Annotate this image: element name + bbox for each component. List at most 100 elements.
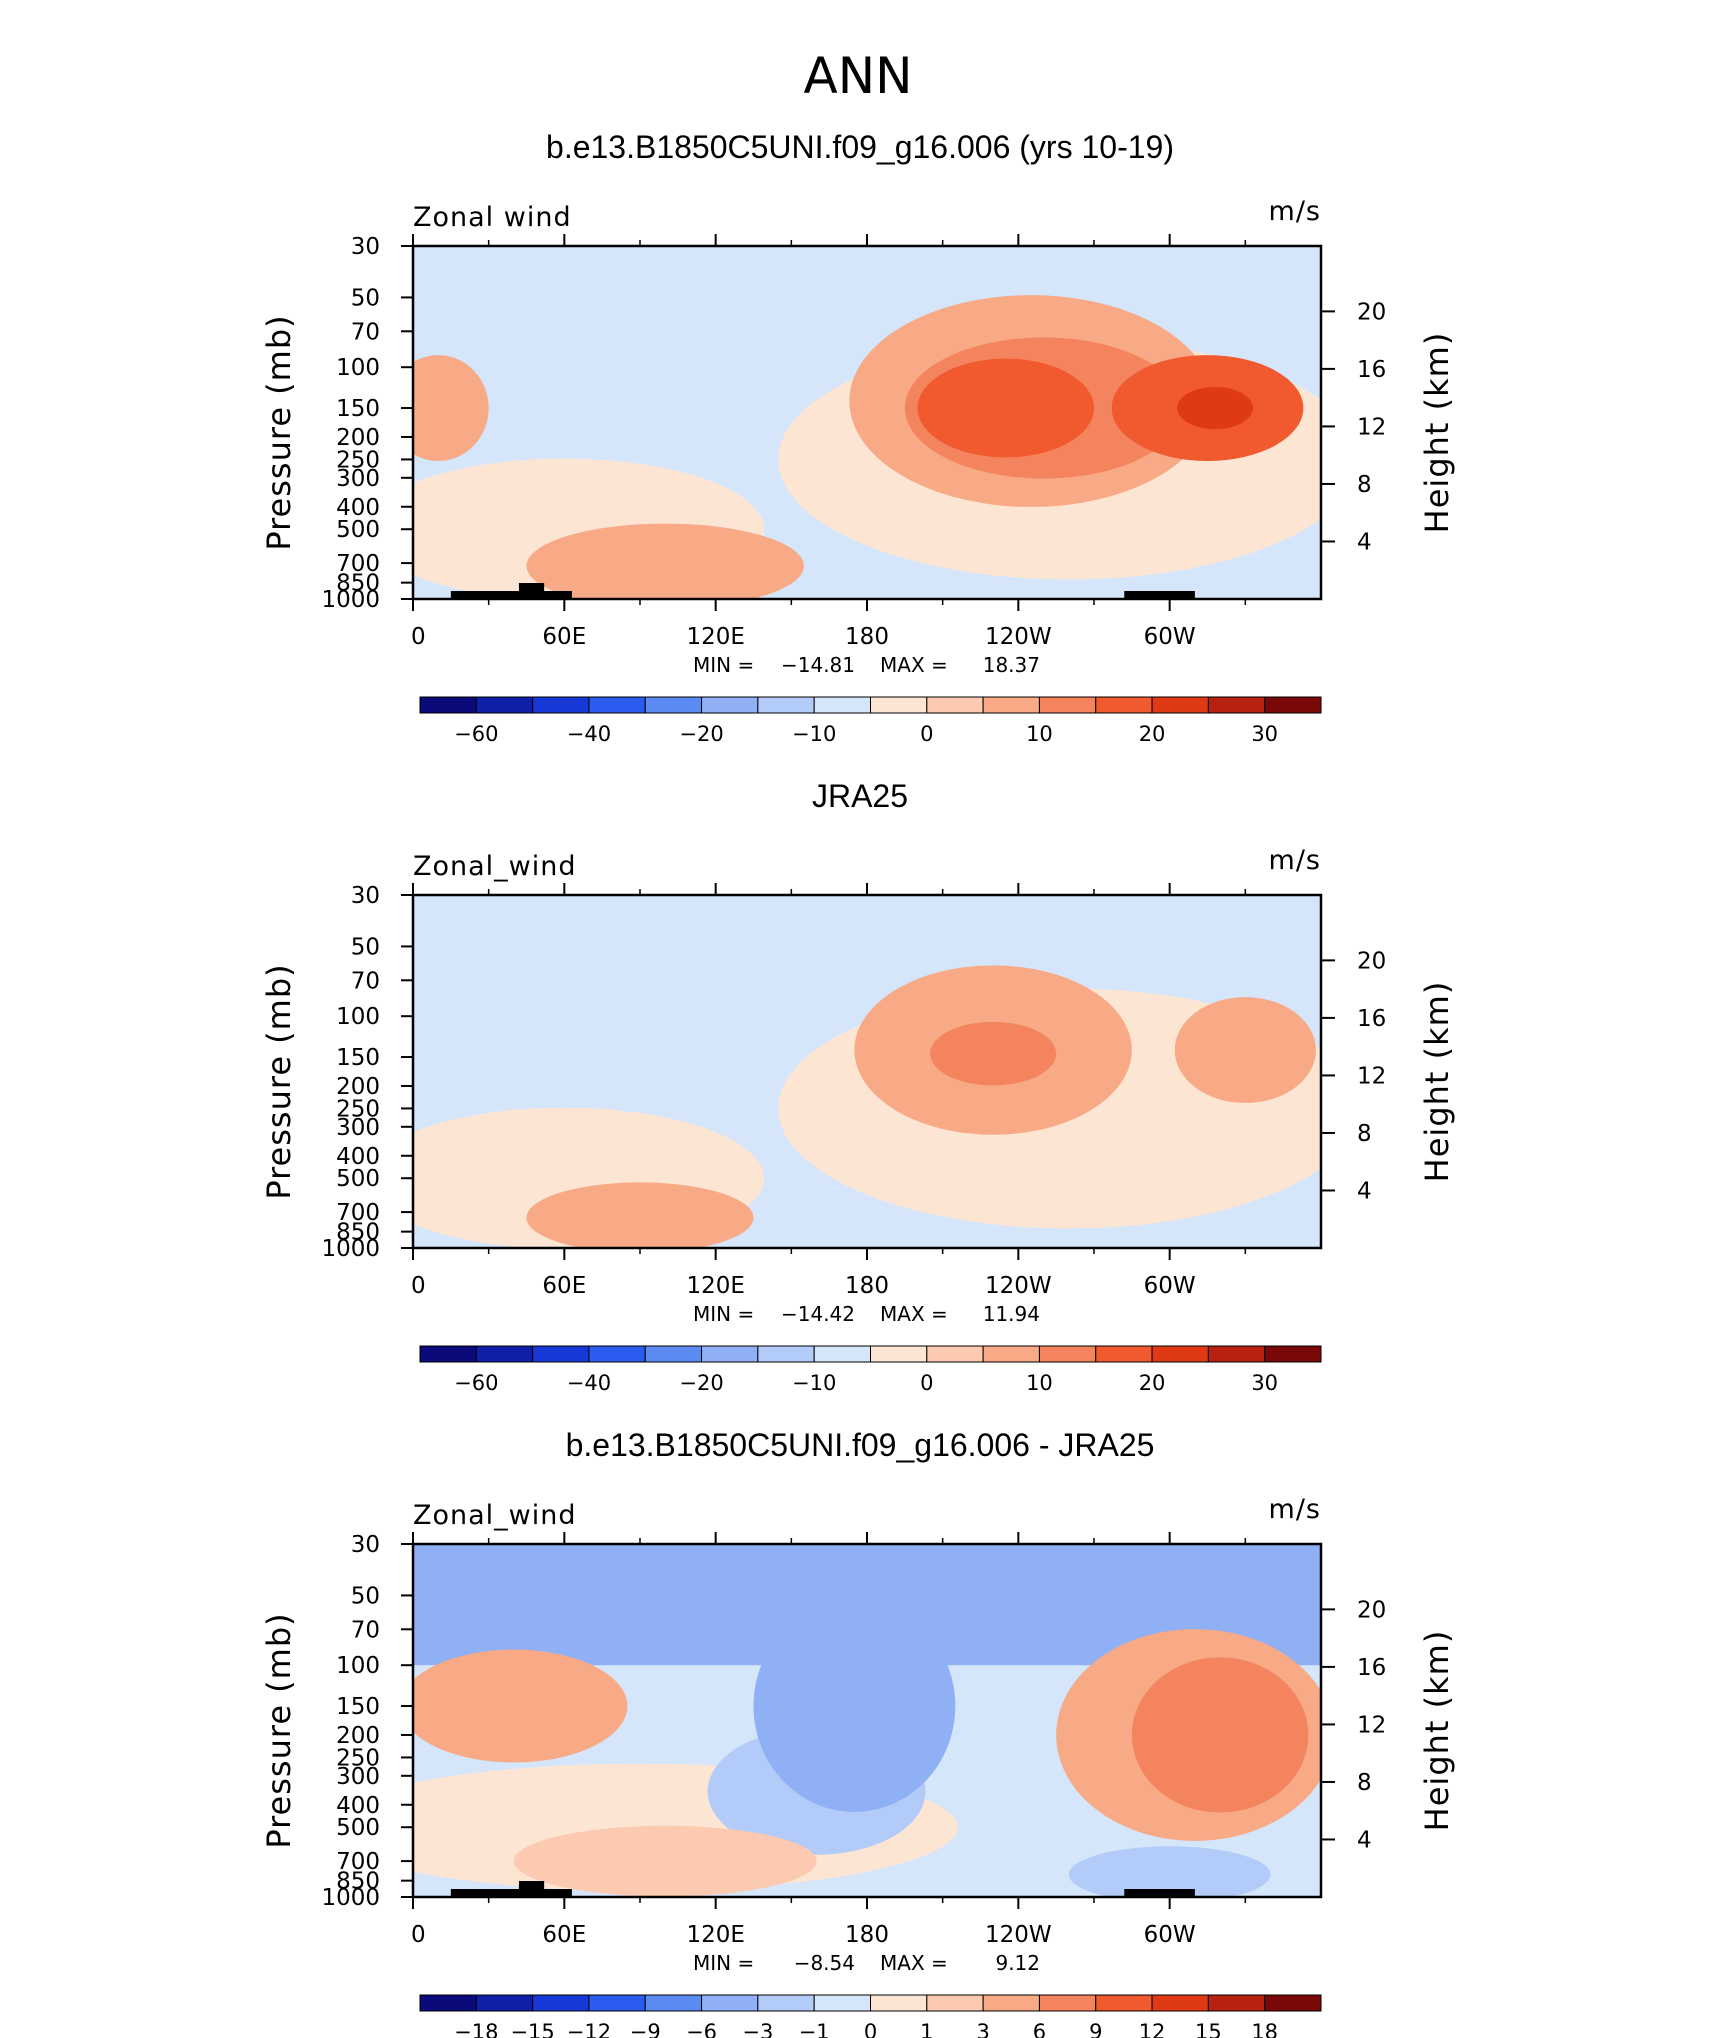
y2-axis-label: Height (km) xyxy=(1418,332,1456,534)
contour-region xyxy=(539,1014,767,1113)
y-tick-label: 150 xyxy=(336,1694,380,1720)
topography xyxy=(450,591,572,599)
y-tick-label: 400 xyxy=(336,1144,380,1170)
colorbar-box xyxy=(1264,1345,1322,1363)
panel-title: b.e13.B1850C5UNI.f09_g16.006 - JRA25 xyxy=(566,1427,1155,1463)
colorbar-box xyxy=(1264,1994,1322,2012)
max-value: 9.12 xyxy=(995,1951,1040,1975)
x-tick-label: 180 xyxy=(845,1273,889,1299)
topography xyxy=(518,583,545,599)
contour-region xyxy=(917,358,1094,458)
y-tick-label: 250 xyxy=(336,447,380,473)
y-tick-label: 30 xyxy=(351,234,380,260)
colorbar-label: 10 xyxy=(1026,722,1053,746)
max-label: MAX = xyxy=(880,653,948,677)
y-tick-label: 30 xyxy=(351,883,380,909)
contour-region xyxy=(413,355,489,461)
y-tick-label: 400 xyxy=(336,1793,380,1819)
y-tick-label: 1000 xyxy=(321,587,380,613)
y2-axis-label: Height (km) xyxy=(1418,1630,1456,1832)
colorbar: −60 −40 −20 −10 0 10 20 30 xyxy=(419,696,1322,746)
colorbar-label: −9 xyxy=(630,2020,661,2038)
x-tick-label: 120W xyxy=(985,1922,1052,1948)
variable-label: Zonal_wind xyxy=(413,851,577,882)
y-tick-label: 150 xyxy=(336,396,380,422)
topography xyxy=(1124,1889,1195,1897)
contour-region xyxy=(1068,1846,1271,1897)
max-label: MAX = xyxy=(880,1951,948,1975)
colorbar-box xyxy=(1207,1994,1266,2012)
colorbar-box xyxy=(926,696,984,714)
y2-tick-label: 8 xyxy=(1357,472,1372,498)
panel-1: b.e13.B1850C5UNI.f09_g16.006 (yrs 10-19)… xyxy=(260,129,1456,746)
y2-tick-label: 8 xyxy=(1357,1121,1372,1147)
colorbar-label: 10 xyxy=(1026,1371,1053,1395)
colorbar-label: 1 xyxy=(920,2020,933,2038)
contour-field xyxy=(413,895,1321,1248)
panel-title: b.e13.B1850C5UNI.f09_g16.006 (yrs 10-19) xyxy=(546,129,1174,165)
x-tick-label: 120W xyxy=(985,624,1052,650)
colorbar-label: 9 xyxy=(1089,2020,1102,2038)
colorbar-box xyxy=(757,696,815,714)
colorbar-label: −18 xyxy=(454,2020,498,2038)
y-tick-label: 50 xyxy=(351,285,380,311)
colorbar-box xyxy=(1038,696,1097,714)
colorbar-box xyxy=(1207,696,1266,714)
y-tick-label: 70 xyxy=(351,1617,380,1643)
colorbar-box xyxy=(475,1345,534,1363)
y2-tick-label: 4 xyxy=(1357,1178,1372,1204)
y-tick-label: 200 xyxy=(336,425,380,451)
y2-axis-label: Height (km) xyxy=(1418,981,1456,1183)
y2-tick-label: 20 xyxy=(1357,299,1386,325)
colorbar-box xyxy=(1095,1994,1153,2012)
y-tick-label: 500 xyxy=(336,1166,380,1192)
y-tick-label: 300 xyxy=(336,1115,380,1141)
colorbar-box xyxy=(419,1994,477,2012)
x-tick-label: 0 xyxy=(411,1922,426,1948)
y-tick-label: 250 xyxy=(336,1745,380,1771)
colorbar-label: −10 xyxy=(792,1371,836,1395)
colorbar-label: −60 xyxy=(454,722,498,746)
y-tick-label: 300 xyxy=(336,1764,380,1790)
colorbar-box xyxy=(1038,1345,1097,1363)
max-value: 18.37 xyxy=(983,653,1040,677)
variable-label: Zonal_wind xyxy=(413,1500,577,1531)
colorbar-label: −40 xyxy=(567,1371,611,1395)
y2-tick-label: 12 xyxy=(1357,1712,1386,1738)
x-tick-label: 120E xyxy=(686,1273,744,1299)
colorbar-label: 30 xyxy=(1251,722,1278,746)
y-tick-label: 250 xyxy=(336,1096,380,1122)
figure-title: ANN xyxy=(803,47,912,105)
colorbar: −18 −15 −12 −9 −6 −3 −1 0 1 3 6 9 12 15 18 xyxy=(419,1994,1322,2038)
contour-region xyxy=(1131,1657,1309,1813)
contour-region xyxy=(513,1825,817,1897)
colorbar-box xyxy=(1207,1345,1266,1363)
y-tick-label: 200 xyxy=(336,1723,380,1749)
colorbar-box xyxy=(644,696,703,714)
colorbar-label: −15 xyxy=(510,2020,554,2038)
contour-region xyxy=(438,1562,1195,1648)
colorbar-box xyxy=(757,1994,815,2012)
y-tick-label: 30 xyxy=(351,1532,380,1558)
colorbar-box xyxy=(870,1994,928,2012)
colorbar-box xyxy=(1151,696,1209,714)
min-label: MIN = xyxy=(693,1951,754,1975)
colorbar-label: −12 xyxy=(567,2020,611,2038)
colorbar-label: 30 xyxy=(1251,1371,1278,1395)
contour-region xyxy=(753,1600,956,1812)
panel-2: JRA25 Zonal_wind m/s 0 60E 120E 180 120W 60W 30 50… xyxy=(260,778,1456,1395)
colorbar-box xyxy=(532,696,590,714)
units-label: m/s xyxy=(1269,196,1321,227)
colorbar-box xyxy=(982,696,1040,714)
colorbar-box xyxy=(757,1345,815,1363)
topography xyxy=(450,1889,572,1897)
x-tick-label: 0 xyxy=(411,624,426,650)
colorbar-label: −40 xyxy=(567,722,611,746)
colorbar-box xyxy=(475,696,534,714)
min-label: MIN = xyxy=(693,653,754,677)
min-label: MIN = xyxy=(693,1302,754,1326)
colorbar: −60 −40 −20 −10 0 10 20 30 xyxy=(419,1345,1322,1395)
colorbar-box xyxy=(475,1994,534,2012)
x-tick-label: 180 xyxy=(845,624,889,650)
